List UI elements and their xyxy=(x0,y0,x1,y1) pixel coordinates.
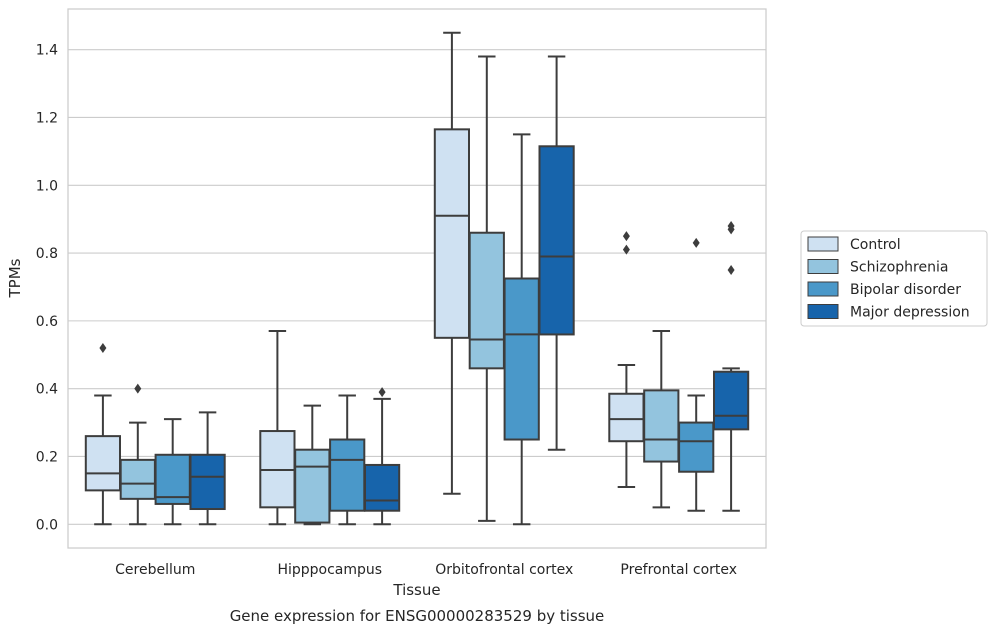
box-iqr xyxy=(643,389,680,463)
legend-label: Major depression xyxy=(850,305,970,321)
y-tick-label: 1.2 xyxy=(36,110,58,126)
y-tick-label: 0.0 xyxy=(36,517,58,533)
box-iqr xyxy=(294,448,331,524)
box-schizophrenia xyxy=(643,330,680,509)
outlier-point xyxy=(622,244,630,255)
outlier-point xyxy=(727,265,735,276)
box-iqr xyxy=(433,128,471,339)
box-iqr xyxy=(503,277,540,441)
x-tick-label: Orbitofrontal cortex xyxy=(435,562,573,578)
y-tick-label: 0.4 xyxy=(36,382,58,398)
outlier-point xyxy=(692,237,700,248)
box-plots xyxy=(84,31,750,526)
chart-caption: Gene expression for ENSG00000283529 by t… xyxy=(230,607,605,625)
x-tick-label: Cerebellum xyxy=(115,562,195,578)
y-axis-title: TPMs xyxy=(6,258,24,298)
box-major-depression xyxy=(712,220,750,512)
legend-label: Bipolar disorder xyxy=(850,282,961,298)
box-iqr xyxy=(189,453,226,511)
y-tick-label: 0.6 xyxy=(36,314,58,330)
y-tick-label: 1.0 xyxy=(36,178,58,194)
box-schizophrenia xyxy=(294,404,331,526)
box-iqr xyxy=(468,231,505,370)
plot-frame xyxy=(67,8,767,549)
box-control xyxy=(259,330,296,526)
y-tick-labels: 0.0 0.2 0.4 0.6 0.8 1.0 1.2 1.4 xyxy=(36,43,58,534)
box-iqr xyxy=(154,453,191,505)
box-bipolar-disorder xyxy=(329,394,366,526)
legend-swatch xyxy=(807,304,839,319)
x-tick-label: Hipppocampus xyxy=(277,562,382,578)
legend-swatch xyxy=(807,259,839,274)
box-schizophrenia xyxy=(468,55,505,522)
box-major-depression xyxy=(363,387,401,526)
box-iqr xyxy=(329,438,366,512)
box-iqr xyxy=(608,392,645,443)
box-iqr xyxy=(84,435,122,492)
outlier-point xyxy=(727,220,735,231)
y-tick-label: 0.8 xyxy=(36,246,58,262)
outlier-point xyxy=(622,231,630,242)
box-major-depression xyxy=(538,55,575,451)
legend-swatch xyxy=(807,236,839,252)
box-bipolar-disorder xyxy=(678,237,715,512)
box-bipolar-disorder xyxy=(154,418,191,526)
y-tick-label: 1.4 xyxy=(36,43,58,59)
box-iqr xyxy=(538,145,575,336)
x-tick-labels: Cerebellum Hipppocampus Orbitofrontal cort… xyxy=(115,562,737,578)
box-bipolar-disorder xyxy=(503,133,540,526)
x-axis-title: Tissue xyxy=(392,581,440,599)
legend-label: Schizophrenia xyxy=(850,260,948,276)
legend-swatch xyxy=(807,281,839,297)
legend-label: Control xyxy=(850,237,901,253)
box-control xyxy=(84,342,122,526)
outlier-point xyxy=(134,383,142,394)
legend-frame xyxy=(800,230,988,327)
outlier-point xyxy=(99,342,107,353)
y-tick-label: 0.2 xyxy=(36,449,58,465)
box-control xyxy=(608,231,645,488)
box-iqr xyxy=(119,458,156,500)
box-iqr xyxy=(712,370,750,431)
box-iqr xyxy=(363,463,401,512)
box-schizophrenia xyxy=(119,383,156,526)
legend: Control Schizophrenia Bipolar disorder Majo… xyxy=(800,230,988,327)
legend-items: Control Schizophrenia Bipolar disorder Majo… xyxy=(807,236,970,321)
outlier-point xyxy=(378,387,386,398)
box-iqr xyxy=(678,421,715,473)
x-tick-label: Prefrontal cortex xyxy=(620,562,737,578)
box-control xyxy=(433,31,471,495)
box-major-depression xyxy=(189,411,226,526)
